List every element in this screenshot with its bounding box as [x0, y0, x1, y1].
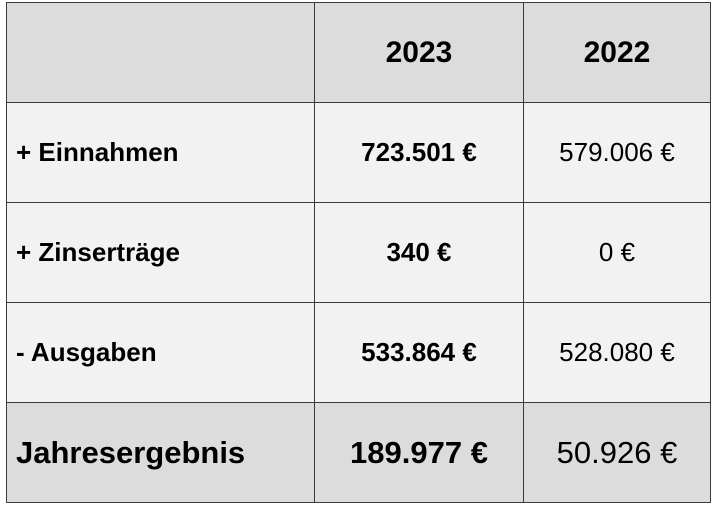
row-label: + Zinserträge: [6, 202, 315, 303]
value-current-year: 723.501 €: [314, 102, 524, 203]
table-row-einnahmen: + Einnahmen 723.501 € 579.006 €: [6, 102, 711, 203]
header-year-2022: 2022: [523, 2, 711, 103]
row-label: - Ausgaben: [6, 302, 315, 403]
total-label: Jahresergebnis: [6, 402, 315, 503]
row-label: + Einnahmen: [6, 102, 315, 203]
value-previous-year: 0 €: [523, 202, 711, 303]
value-previous-year: 579.006 €: [523, 102, 711, 203]
header-row: 2023 2022: [6, 2, 711, 103]
table-row-ausgaben: - Ausgaben 533.864 € 528.080 €: [6, 302, 711, 403]
total-current-year: 189.977 €: [314, 402, 524, 503]
financial-results-table: 2023 2022 + Einnahmen 723.501 € 579.006 …: [6, 2, 711, 503]
table-row-zinsertraege: + Zinserträge 340 € 0 €: [6, 202, 711, 303]
value-previous-year: 528.080 €: [523, 302, 711, 403]
header-corner-cell: [6, 2, 315, 103]
value-current-year: 340 €: [314, 202, 524, 303]
total-previous-year: 50.926 €: [523, 402, 711, 503]
value-current-year: 533.864 €: [314, 302, 524, 403]
header-year-2023: 2023: [314, 2, 524, 103]
table-row-jahresergebnis: Jahresergebnis 189.977 € 50.926 €: [6, 402, 711, 503]
